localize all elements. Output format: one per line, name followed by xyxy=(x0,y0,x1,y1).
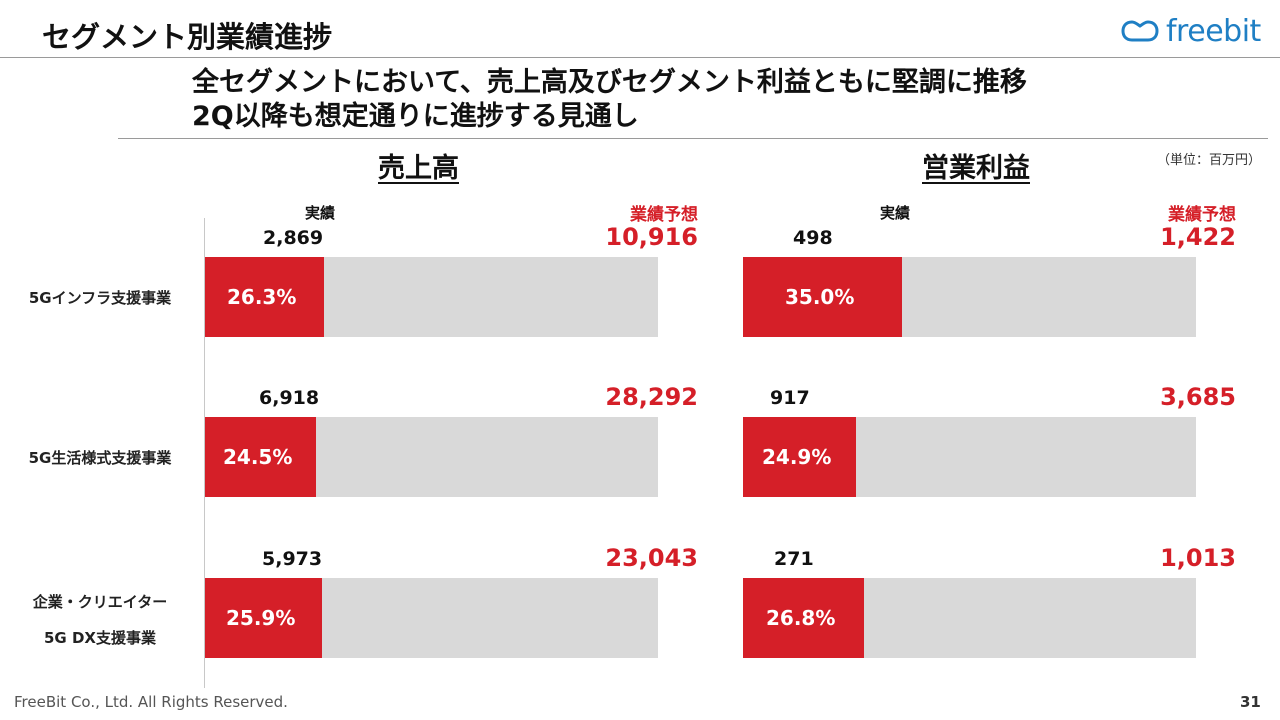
category-label-line: 5G DX支援事業 xyxy=(44,629,156,647)
headline-line-2: 2Q以降も想定通りに進捗する見通し xyxy=(192,101,639,132)
page-number: 31 xyxy=(1240,693,1261,711)
progress-percent-label: 26.3% xyxy=(227,285,297,309)
forecast-bar: 26.3% xyxy=(205,257,658,337)
category-axis-line xyxy=(204,218,205,688)
actual-value-label: 6,918 xyxy=(259,387,320,409)
forecast-value-label: 1,422 xyxy=(1160,223,1236,251)
forecast-value-label: 28,292 xyxy=(605,383,698,411)
actual-column-head: 実績 xyxy=(305,204,336,222)
category-label-line: 企業・クリエイター xyxy=(32,593,168,611)
actual-progress-bar xyxy=(205,257,324,337)
forecast-column-head: 業績予想 xyxy=(630,205,698,225)
actual-value-label: 498 xyxy=(793,227,833,249)
actual-value-label: 917 xyxy=(770,387,810,409)
category-label: 5Gインフラ支援事業 xyxy=(28,289,172,307)
progress-percent-label: 25.9% xyxy=(226,606,296,630)
headline-divider xyxy=(118,138,1268,139)
progress-percent-label: 24.9% xyxy=(762,445,832,469)
actual-progress-bar xyxy=(743,578,864,658)
page-title: セグメント別業績進捗 xyxy=(42,20,333,54)
unit-note: （単位：百万円） xyxy=(1157,153,1262,168)
forecast-value-label: 3,685 xyxy=(1160,383,1236,411)
actual-progress-bar xyxy=(205,417,316,497)
freebit-logo: freebit xyxy=(1120,13,1261,49)
headline: 全セグメントにおいて、売上高及びセグメント利益ともに堅調に推移 2Q以降も想定通… xyxy=(192,66,1027,134)
cloud-logo-icon xyxy=(1121,20,1159,42)
category-label: 5G生活様式支援事業 xyxy=(28,449,172,467)
forecast-column-head: 業績予想 xyxy=(1168,205,1236,225)
logo-text: freebit xyxy=(1166,13,1261,49)
forecast-value-label: 10,916 xyxy=(605,223,698,251)
actual-progress-bar xyxy=(743,257,902,337)
headline-line-1: 全セグメントにおいて、売上高及びセグメント利益ともに堅調に推移 xyxy=(192,67,1027,98)
forecast-bar: 24.9% xyxy=(743,417,1196,497)
title-divider xyxy=(0,57,1280,58)
forecast-value-label: 1,013 xyxy=(1160,544,1236,572)
progress-percent-label: 26.8% xyxy=(766,606,836,630)
category-label: 企業・クリエイター 5G DX支援事業 xyxy=(0,584,200,656)
revenue-section-title: 売上高 xyxy=(378,153,459,184)
actual-progress-bar xyxy=(743,417,856,497)
copyright: FreeBit Co., Ltd. All Rights Reserved. xyxy=(14,693,288,711)
actual-value-label: 271 xyxy=(774,548,814,570)
progress-percent-label: 35.0% xyxy=(785,285,855,309)
actual-value-label: 5,973 xyxy=(262,548,323,570)
forecast-bar: 26.8% xyxy=(743,578,1196,658)
actual-value-label: 2,869 xyxy=(263,227,324,249)
actual-progress-bar xyxy=(205,578,322,658)
forecast-bar: 35.0% xyxy=(743,257,1196,337)
progress-percent-label: 24.5% xyxy=(223,445,293,469)
actual-column-head: 実績 xyxy=(880,204,911,222)
forecast-value-label: 23,043 xyxy=(605,544,698,572)
profit-section-title: 営業利益 xyxy=(922,153,1030,184)
forecast-bar: 24.5% xyxy=(205,417,658,497)
forecast-bar: 25.9% xyxy=(205,578,658,658)
